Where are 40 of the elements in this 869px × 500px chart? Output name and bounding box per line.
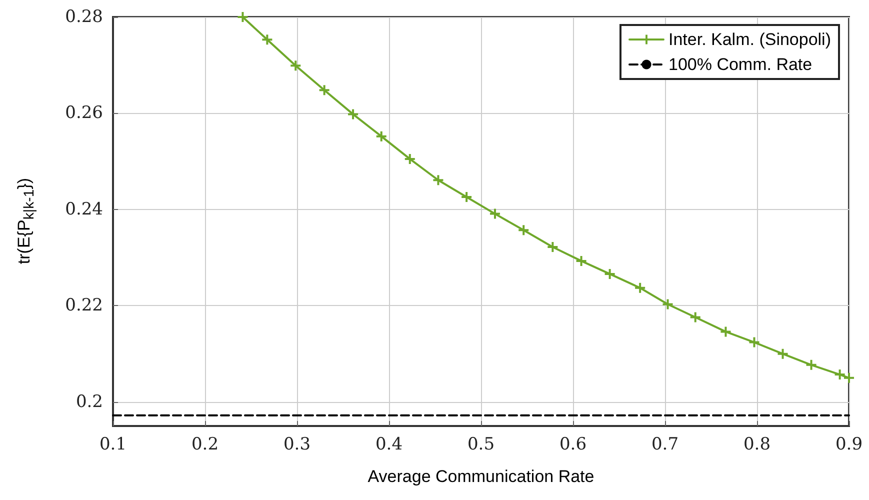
point [844, 372, 854, 383]
x-tick-label: 0.6 [559, 434, 587, 454]
point [690, 312, 700, 322]
point [518, 225, 529, 236]
point [635, 282, 646, 293]
point [238, 12, 248, 22]
y-tick-label: 0.28 [65, 7, 103, 27]
point [749, 337, 760, 348]
point [462, 192, 472, 202]
point [290, 60, 301, 71]
y-tick-label: 0.26 [65, 103, 103, 124]
y-tick-label: 0.22 [65, 296, 103, 316]
point [490, 208, 500, 219]
y-tick-label: 0.2 [76, 392, 103, 412]
point [834, 370, 845, 380]
point [319, 85, 330, 96]
point [548, 242, 558, 252]
point [778, 348, 788, 359]
point [604, 268, 615, 279]
point [348, 109, 358, 120]
point [262, 34, 272, 45]
x-tick-label: 0.3 [283, 434, 311, 454]
point [404, 154, 415, 164]
x-tick-label: 0.7 [651, 434, 679, 454]
x-tick-label: 0.2 [191, 434, 219, 454]
x-tick-label: 0.8 [743, 434, 771, 454]
legend-label: 100% Comm. Rate [668, 55, 812, 74]
y-tick-label: 0.24 [65, 199, 103, 220]
point [662, 299, 673, 310]
point [720, 326, 731, 337]
legend-label: Inter. Kalm. (Sinopoli) [668, 30, 832, 49]
x-tick-label: 0.9 [835, 434, 863, 454]
point [576, 256, 586, 266]
point [433, 175, 444, 186]
point [376, 131, 386, 142]
point [806, 360, 816, 370]
x-tick-label: 0.5 [467, 434, 495, 454]
x-tick-label: 0.1 [99, 434, 127, 454]
x-tick-label: 0.4 [375, 434, 403, 454]
x-axis-title: Average Communication Rate [368, 467, 594, 486]
